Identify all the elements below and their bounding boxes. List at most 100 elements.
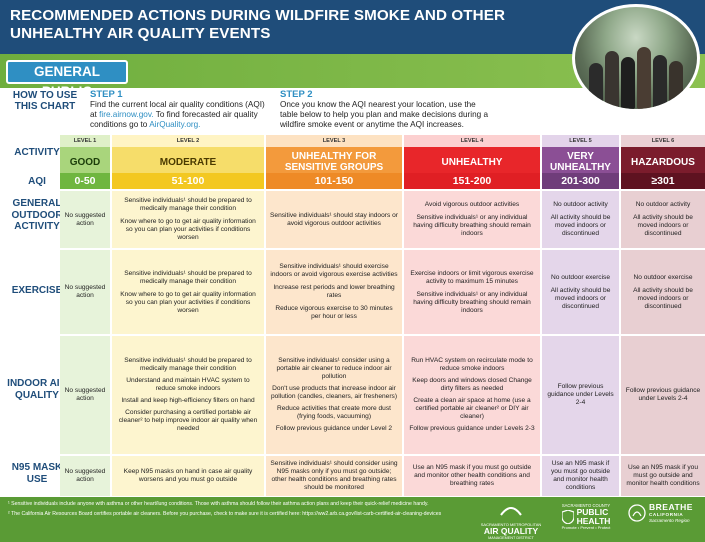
howto-label: HOW TO USE THIS CHART — [12, 90, 78, 112]
cell-text: No suggested action — [64, 387, 106, 402]
cell-text: Sensitive individuals¹ should consider u… — [270, 460, 398, 491]
cell-text: Use an N95 mask if you must go outside a… — [550, 460, 610, 491]
ph-logo-main-1: PUBLIC — [576, 507, 609, 517]
breathe-logo-state: CALIFORNIA — [649, 512, 684, 517]
cell-text: Sensitive individuals¹ should be prepare… — [124, 357, 252, 372]
cell-text: Run HVAC system on recirculate mode to r… — [411, 357, 533, 372]
level-col-hazardous: LEVEL 6 HAZARDOUS — [621, 135, 705, 177]
category-moderate: MODERATE — [112, 147, 264, 177]
wildfire-smoke-photo — [572, 4, 700, 112]
ph-logo-main-2: HEALTH — [576, 515, 611, 526]
outdoor-usg: Sensitive individuals¹ should stay indoo… — [266, 191, 402, 248]
cell-text: Keep doors and windows closed Change dir… — [412, 377, 532, 392]
row-label-n95: N95 MASK USE — [11, 462, 63, 485]
cell-text: No suggested action — [64, 468, 106, 483]
cell-text: Follow previous guidance under Level 2 — [275, 425, 393, 432]
aqi-range-unhealthy: 151-200 — [404, 173, 540, 189]
cell-text: Sensitive individuals¹ consider using a … — [276, 357, 392, 380]
exercise-usg: Sensitive individuals¹ should exercise i… — [266, 250, 402, 334]
page-title: RECOMMENDED ACTIONS DURING WILDFIRE SMOK… — [10, 7, 506, 42]
category-very-unhealthy: VERY UNHEALTHY — [542, 147, 619, 177]
shield-icon — [561, 509, 574, 524]
cell-text: No suggested action — [64, 211, 106, 227]
outdoor-moderate: Sensitive individuals¹ should be prepare… — [112, 191, 264, 248]
cell-text: Understand and maintain HVAC system to r… — [126, 377, 250, 392]
ph-logo-sub: Promote • Prevent • Protect — [561, 525, 611, 530]
level-col-moderate: LEVEL 2 MODERATE — [112, 135, 264, 177]
cell-text: Reduce vigorous exercise to 30 minutes p… — [275, 305, 393, 320]
category-good: GOOD — [60, 147, 110, 177]
airquality-link[interactable]: AirQuality.org. — [149, 120, 201, 129]
aqi-range-usg: 101-150 — [266, 173, 402, 189]
level-col-very-unhealthy: LEVEL 5 VERY UNHEALTHY — [542, 135, 619, 177]
step-1-text-2: To find forecasted air quality condition… — [90, 110, 258, 129]
step-2-text: Once you know the AQI nearest your locat… — [280, 100, 489, 129]
step-1: STEP 1 Find the current local air qualit… — [90, 89, 268, 130]
indoor-hazardous: Follow previous guidance under Levels 2-… — [621, 336, 705, 454]
cell-text: All activity should be moved indoors or … — [550, 214, 611, 237]
n95-usg: Sensitive individuals¹ should consider u… — [266, 456, 402, 496]
aqmd-logo: SACRAMENTO METROPOLITAN AIR QUALITY MANA… — [478, 503, 544, 540]
aqi-range-good: 0-50 — [60, 173, 110, 189]
category-usg: UNHEALTHY FOR SENSITIVE GROUPS — [266, 147, 402, 177]
cell-text: No outdoor activity — [553, 201, 608, 208]
cell-text: Install and keep high-efficiency filters… — [121, 397, 255, 404]
outdoor-unhealthy: Avoid vigorous outdoor activities Sensit… — [404, 191, 540, 248]
row-label-exercise: EXERCISE — [11, 285, 63, 296]
outdoor-very-unhealthy: No outdoor activity All activity should … — [542, 191, 619, 248]
level-number: LEVEL 2 — [112, 135, 264, 147]
aqi-range-moderate: 51-100 — [112, 173, 264, 189]
level-number: LEVEL 3 — [266, 135, 402, 147]
category-hazardous: HAZARDOUS — [621, 147, 705, 177]
level-number: LEVEL 4 — [404, 135, 540, 147]
breathe-circle-icon — [628, 504, 646, 522]
breathe-logo-sub: Sacramento Region — [649, 518, 690, 523]
cell-text: Consider purchasing a certified portable… — [118, 409, 258, 432]
exercise-good: No suggested action — [60, 250, 110, 334]
cell-text: Sensitive individuals¹ or any individual… — [413, 290, 531, 314]
cell-text: No outdoor activity — [635, 201, 691, 208]
footnote-2: ² The California Air Resources Board cer… — [8, 511, 442, 517]
category-unhealthy: UNHEALTHY — [404, 147, 540, 177]
footnote-1: ¹ Sensitive individuals include anyone w… — [8, 501, 429, 507]
level-number: LEVEL 5 — [542, 135, 619, 147]
level-number: LEVEL 1 — [60, 135, 110, 147]
airnow-link[interactable]: fire.airnow.gov. — [99, 110, 154, 119]
cell-text: Avoid vigorous outdoor activities — [424, 201, 520, 208]
outdoor-hazardous: No outdoor activity All activity should … — [621, 191, 705, 248]
cell-text: Know where to go to get air quality info… — [120, 218, 256, 241]
aqmd-logo-small: SACRAMENTO METROPOLITAN — [480, 522, 542, 527]
breathe-logo-main: BREATHE — [649, 502, 693, 512]
cell-text: Sensitive individuals¹ should be prepare… — [124, 269, 252, 285]
breathe-logo: BREATHE CALIFORNIA Sacramento Region — [628, 503, 702, 523]
step-1-label: STEP 1 — [90, 89, 123, 100]
cell-text: Use an N95 mask if you must go outside a… — [412, 464, 532, 487]
indoor-unhealthy: Run HVAC system on recirculate mode to r… — [404, 336, 540, 454]
indoor-very-unhealthy: Follow previous guidance under Levels 2-… — [542, 336, 619, 454]
row-label-aqi: AQI — [28, 176, 46, 187]
indoor-good: No suggested action — [60, 336, 110, 454]
level-number: LEVEL 6 — [621, 135, 705, 147]
audience-label: GENERAL PUBLIC — [6, 60, 128, 99]
n95-unhealthy: Use an N95 mask if you must go outside a… — [404, 456, 540, 496]
cell-text: Increase rest periods and lower breathin… — [273, 284, 395, 299]
cell-text: Exercise indoors or limit vigorous exerc… — [410, 269, 534, 285]
cell-text: Sensitive individuals¹ or any individual… — [413, 214, 531, 237]
n95-moderate: Keep N95 masks on hand in case air quali… — [112, 456, 264, 496]
cell-text: Follow previous guidance under Levels 2-… — [625, 387, 701, 402]
n95-good: No suggested action — [60, 456, 110, 496]
cell-text: Know where to go to get air quality info… — [120, 290, 256, 314]
outdoor-good: No suggested action — [60, 191, 110, 248]
step-2: STEP 2 Once you know the AQI nearest you… — [280, 89, 490, 130]
exercise-very-unhealthy: No outdoor exercise All activity should … — [542, 250, 619, 334]
cell-text: Sensitive individuals¹ should be prepare… — [124, 197, 252, 212]
row-label-activity: ACTIVITY — [14, 147, 60, 158]
cell-text: Create a clean air space at home (use a … — [413, 397, 531, 420]
cell-text: All activity should be moved indoors or … — [633, 286, 693, 310]
cell-text: Keep N95 masks on hand in case air quali… — [123, 468, 253, 483]
step-2-label: STEP 2 — [280, 89, 313, 100]
aqi-range-hazardous: ≥301 — [621, 173, 705, 189]
level-col-usg: LEVEL 3 UNHEALTHY FOR SENSITIVE GROUPS — [266, 135, 402, 177]
cell-text: Sensitive individuals¹ should exercise i… — [270, 263, 398, 278]
row-label-indoor: INDOOR AIR QUALITY — [7, 378, 67, 401]
